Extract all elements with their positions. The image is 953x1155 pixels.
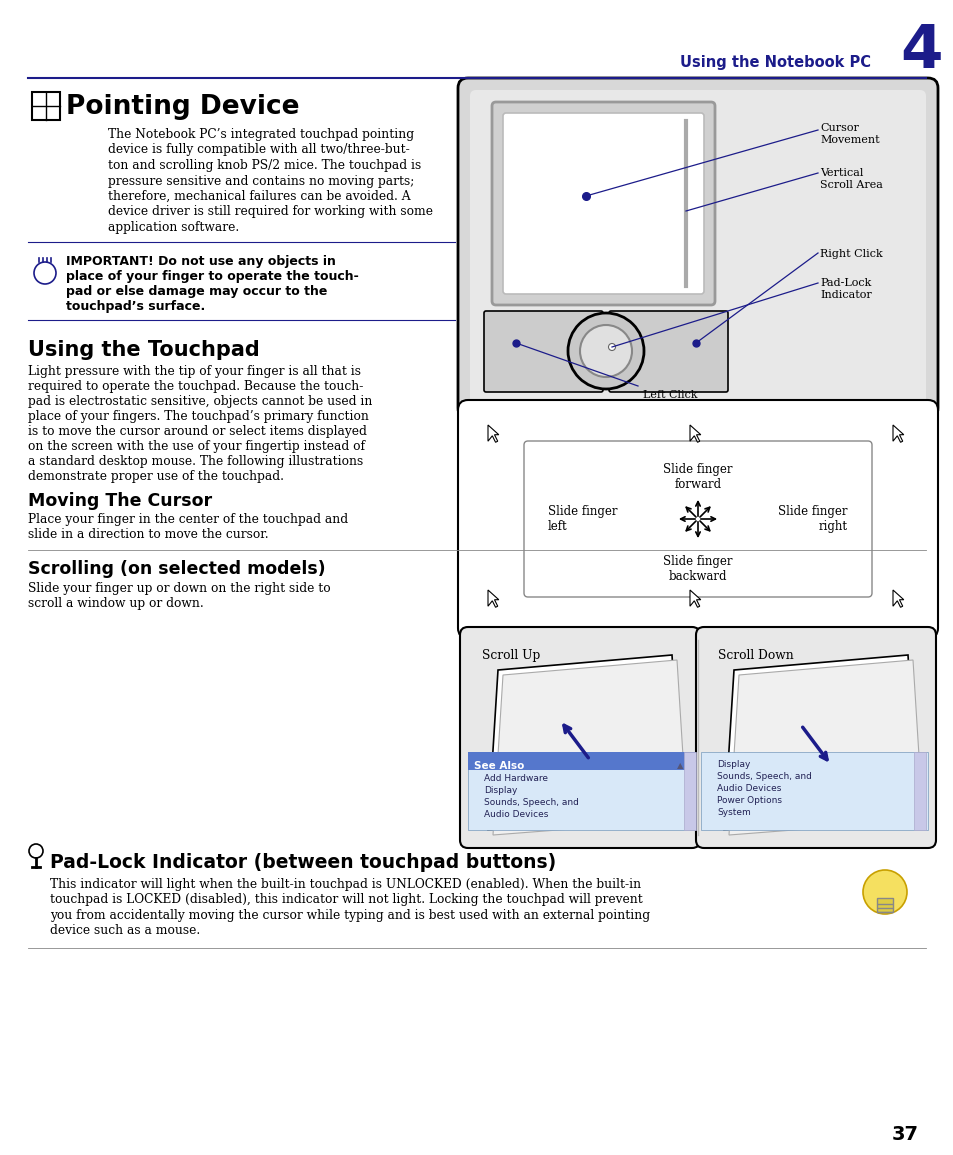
Text: pressure sensitive and contains no moving parts;: pressure sensitive and contains no movin… <box>108 174 414 187</box>
Bar <box>876 897 892 912</box>
Text: Scroll Up: Scroll Up <box>481 649 539 662</box>
Bar <box>683 752 696 830</box>
Text: pad is electrostatic sensitive, objects cannot be used in: pad is electrostatic sensitive, objects … <box>28 395 372 408</box>
FancyBboxPatch shape <box>468 752 695 830</box>
Text: place of your fingers. The touchpad’s primary function: place of your fingers. The touchpad’s pr… <box>28 410 369 423</box>
Text: demonstrate proper use of the touchpad.: demonstrate proper use of the touchpad. <box>28 470 284 483</box>
Circle shape <box>34 262 56 284</box>
Text: Audio Devices: Audio Devices <box>483 810 548 819</box>
Text: See Also: See Also <box>474 761 524 772</box>
FancyBboxPatch shape <box>492 102 714 305</box>
Text: Display: Display <box>483 787 517 795</box>
Text: place of your finger to operate the touch-: place of your finger to operate the touc… <box>66 270 358 283</box>
Text: Slide finger
backward: Slide finger backward <box>662 556 732 583</box>
Circle shape <box>608 343 615 350</box>
Circle shape <box>862 870 906 914</box>
Circle shape <box>29 844 43 858</box>
Polygon shape <box>892 590 902 608</box>
Polygon shape <box>728 660 923 835</box>
Text: Pointing Device: Pointing Device <box>66 94 299 120</box>
Text: scroll a window up or down.: scroll a window up or down. <box>28 597 204 610</box>
Text: Audio Devices: Audio Devices <box>717 784 781 793</box>
Text: Pad-Lock Indicator (between touchpad buttons): Pad-Lock Indicator (between touchpad but… <box>50 854 556 872</box>
Text: therefore, mechanical failures can be avoided. A: therefore, mechanical failures can be av… <box>108 191 410 203</box>
FancyBboxPatch shape <box>502 113 703 295</box>
Text: device is fully compatible with all two/three-but-: device is fully compatible with all two/… <box>108 143 410 156</box>
Text: Cursor
Movement: Cursor Movement <box>820 122 879 144</box>
Text: The Notebook PC’s integrated touchpad pointing: The Notebook PC’s integrated touchpad po… <box>108 128 414 141</box>
Text: ton and scrolling knob PS/2 mice. The touchpad is: ton and scrolling knob PS/2 mice. The to… <box>108 159 421 172</box>
Text: System: System <box>717 808 750 817</box>
Text: 37: 37 <box>890 1125 918 1145</box>
Text: device such as a mouse.: device such as a mouse. <box>50 924 200 938</box>
FancyBboxPatch shape <box>457 400 937 638</box>
Polygon shape <box>493 660 686 835</box>
Text: Pad-Lock
Indicator: Pad-Lock Indicator <box>820 278 871 299</box>
Text: Slide finger
right: Slide finger right <box>778 505 847 532</box>
Text: Vertical
Scroll Area: Vertical Scroll Area <box>820 167 882 189</box>
Text: ▲: ▲ <box>676 761 682 770</box>
FancyBboxPatch shape <box>459 627 700 848</box>
Polygon shape <box>488 590 498 608</box>
Bar <box>913 752 925 830</box>
Text: Slide finger
left: Slide finger left <box>547 505 617 532</box>
Text: Left Click: Left Click <box>642 390 697 400</box>
Text: touchpad’s surface.: touchpad’s surface. <box>66 300 205 313</box>
Text: device driver is still required for working with some: device driver is still required for work… <box>108 206 433 218</box>
Text: required to operate the touchpad. Because the touch-: required to operate the touchpad. Becaus… <box>28 380 363 393</box>
Polygon shape <box>488 655 681 830</box>
FancyBboxPatch shape <box>457 79 937 418</box>
Text: you from accidentally moving the cursor while typing and is best used with an ex: you from accidentally moving the cursor … <box>50 909 649 922</box>
FancyBboxPatch shape <box>470 90 925 407</box>
Polygon shape <box>488 425 498 442</box>
FancyBboxPatch shape <box>696 627 935 848</box>
Text: is to move the cursor around or select items displayed: is to move the cursor around or select i… <box>28 425 367 438</box>
Bar <box>32 92 60 120</box>
Text: slide in a direction to move the cursor.: slide in a direction to move the cursor. <box>28 528 269 541</box>
Text: 4: 4 <box>899 22 942 82</box>
Text: Add Hardware: Add Hardware <box>483 774 547 783</box>
Text: IMPORTANT! Do not use any objects in: IMPORTANT! Do not use any objects in <box>66 255 335 268</box>
Circle shape <box>579 325 631 377</box>
Polygon shape <box>723 655 917 830</box>
Text: touchpad is LOCKED (disabled), this indicator will not light. Locking the touchp: touchpad is LOCKED (disabled), this indi… <box>50 894 642 907</box>
Text: Sounds, Speech, and: Sounds, Speech, and <box>717 772 811 781</box>
Text: This indicator will light when the built-in touchpad is UNLOCKED (enabled). When: This indicator will light when the built… <box>50 878 640 891</box>
Text: Light pressure with the tip of your finger is all that is: Light pressure with the tip of your fing… <box>28 365 360 378</box>
Text: Using the Notebook PC: Using the Notebook PC <box>679 54 870 69</box>
Text: Slide finger
forward: Slide finger forward <box>662 463 732 491</box>
Text: Sounds, Speech, and: Sounds, Speech, and <box>483 798 578 807</box>
Polygon shape <box>892 425 902 442</box>
Text: pad or else damage may occur to the: pad or else damage may occur to the <box>66 285 327 298</box>
FancyBboxPatch shape <box>608 311 727 392</box>
Text: Scroll Down: Scroll Down <box>718 649 793 662</box>
FancyBboxPatch shape <box>700 752 927 830</box>
Text: a standard desktop mouse. The following illustrations: a standard desktop mouse. The following … <box>28 455 363 468</box>
Text: application software.: application software. <box>108 221 239 234</box>
Text: Display: Display <box>717 760 750 769</box>
Text: Place your finger in the center of the touchpad and: Place your finger in the center of the t… <box>28 513 348 526</box>
Text: on the screen with the use of your fingertip instead of: on the screen with the use of your finge… <box>28 440 365 453</box>
Text: Moving The Cursor: Moving The Cursor <box>28 492 212 511</box>
Text: Slide your finger up or down on the right side to: Slide your finger up or down on the righ… <box>28 582 331 595</box>
Bar <box>468 752 695 770</box>
Text: Power Options: Power Options <box>717 796 781 805</box>
Text: Scrolling (on selected models): Scrolling (on selected models) <box>28 560 325 578</box>
Polygon shape <box>689 425 700 442</box>
Text: Right Click: Right Click <box>820 249 882 259</box>
FancyBboxPatch shape <box>523 441 871 597</box>
Polygon shape <box>689 590 700 608</box>
Text: Using the Touchpad: Using the Touchpad <box>28 340 259 360</box>
FancyBboxPatch shape <box>483 311 602 392</box>
Circle shape <box>567 313 643 389</box>
